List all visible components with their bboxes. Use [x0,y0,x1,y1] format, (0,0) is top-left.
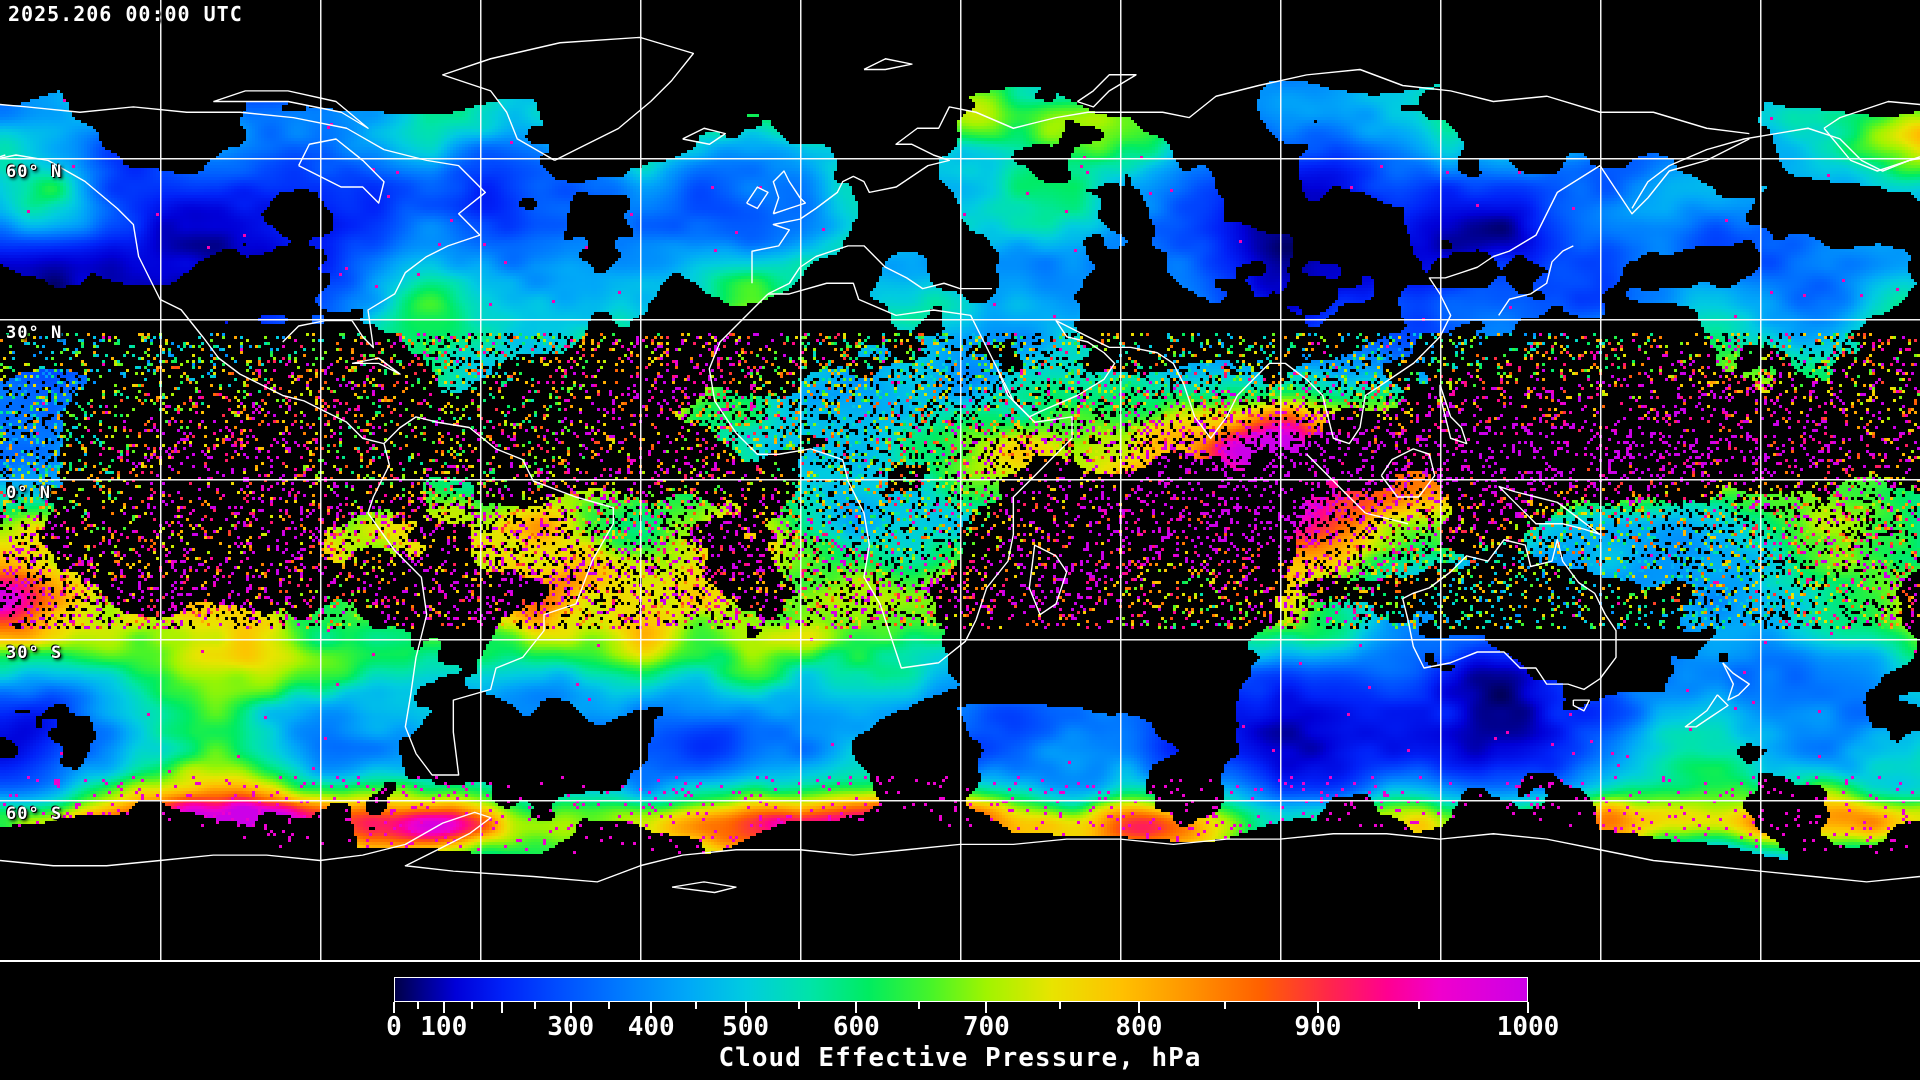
colorbar-minor-tick [917,1002,920,1009]
colorbar-tick [650,1002,653,1013]
colorbar-tick [501,1002,504,1013]
colorbar-tick-label: 500 [722,1012,770,1042]
lat-label: 60° N [6,162,63,182]
colorbar-minor-tick [695,1002,698,1009]
colorbar-tick-label: 900 [1294,1012,1342,1042]
colorbar-tick [1316,1002,1319,1013]
colorbar-minor-tick [797,1002,800,1009]
colorbar-tick-label: 100 [420,1012,468,1042]
colorbar-tick-label: 400 [627,1012,675,1042]
colorbar-minor-tick [1417,1002,1420,1009]
colorbar-tick [569,1002,572,1013]
colorbar-tick [1527,1002,1529,1013]
colorbar-minor-tick [608,1002,611,1009]
colorbar-minor-tick [470,1002,473,1009]
lat-label: 30° S [6,643,63,663]
colorbar-tick [1137,1002,1140,1013]
colorbar-minor-tick [534,1002,537,1009]
colorbar-tick [744,1002,747,1013]
colorbar-title: Cloud Effective Pressure, hPa [718,1043,1202,1073]
colorbar-tick [985,1002,988,1013]
colorbar-tick-label: 800 [1115,1012,1163,1042]
colorbar-tick-label: 1000 [1496,1012,1560,1042]
colorbar-tick-label: 0 [386,1012,402,1042]
colorbar-tick-label: 300 [547,1012,595,1042]
colorbar-tick [855,1002,858,1013]
colorbar-tick-label: 700 [962,1012,1010,1042]
lat-label: 60° S [6,804,63,824]
colorbar-minor-tick [416,1002,419,1009]
colorbar-minor-tick [1223,1002,1226,1009]
colorbar-minor-tick [1058,1002,1061,1009]
colorbar-tick-label: 600 [832,1012,880,1042]
lat-label: 0° N [6,483,51,503]
timestamp-label: 2025.206 00:00 UTC [8,2,243,26]
lat-label: 30° N [6,323,63,343]
map-bottom-border [0,960,1920,962]
cloud-pressure-map-canvas [0,0,1920,962]
colorbar-gradient [394,977,1528,1002]
colorbar-tick [393,1002,395,1013]
colorbar-tick [442,1002,445,1013]
